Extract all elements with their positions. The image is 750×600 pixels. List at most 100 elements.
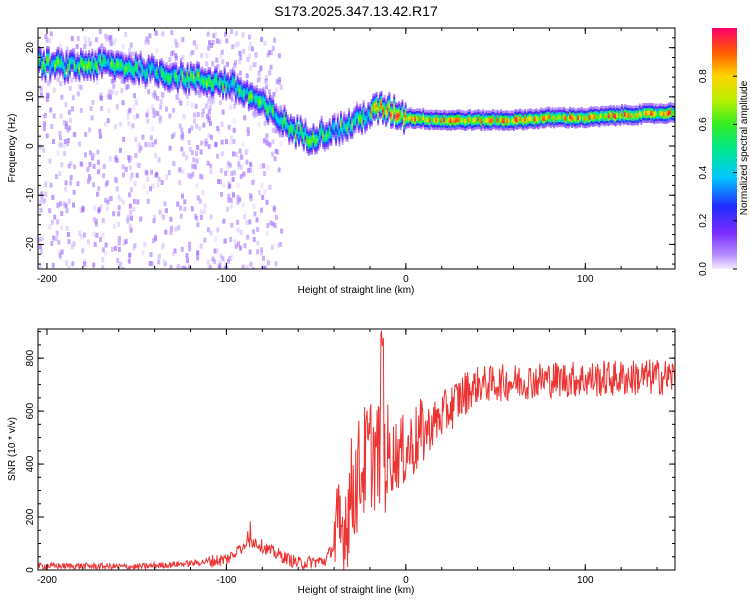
heatmap-cell: [238, 89, 241, 93]
heatmap-cell: [50, 70, 53, 74]
heatmap-cell: [244, 93, 247, 97]
heatmap-cell: [540, 110, 543, 113]
heatmap-cell: [55, 68, 58, 71]
heatmap-cell: [221, 59, 225, 65]
heatmap-cell: [238, 50, 242, 56]
heatmap-cell: [480, 123, 483, 127]
heatmap-cell: [349, 133, 352, 137]
heatmap-cell: [611, 105, 614, 109]
heatmap-cell: [385, 117, 388, 120]
heatmap-cell: [104, 197, 108, 203]
heatmap-cell: [151, 65, 153, 68]
heatmap-cell: [113, 65, 116, 68]
heatmap-cell: [236, 88, 239, 91]
heatmap-cell: [143, 75, 145, 79]
heatmap-cell: [149, 66, 152, 69]
heatmap-cell: [73, 76, 76, 79]
heatmap-cell: [270, 105, 273, 108]
heatmap-cell: [173, 64, 176, 67]
heatmap-cell: [260, 95, 263, 99]
heatmap-cell: [367, 122, 370, 125]
heatmap-cell: [435, 124, 438, 127]
heatmap-cell: [60, 63, 63, 66]
heatmap-cell: [642, 103, 644, 106]
heatmap-cell: [172, 132, 176, 138]
heatmap-cell: [126, 55, 129, 58]
heatmap-cell: [189, 71, 192, 74]
heatmap-cell: [427, 117, 430, 120]
heatmap-cell: [543, 113, 546, 116]
heatmap-cell: [251, 102, 254, 106]
heatmap-cell: [291, 133, 294, 137]
heatmap-cell: [179, 100, 183, 106]
heatmap-cell: [575, 108, 578, 112]
heatmap-cell: [356, 104, 359, 107]
heatmap-cell: [299, 137, 302, 140]
heatmap-cell: [352, 112, 355, 116]
heatmap-cell: [139, 67, 142, 71]
heatmap-cell: [427, 119, 430, 123]
heatmap-cell: [67, 78, 70, 82]
heatmap-cell: [501, 122, 504, 126]
heatmap-cell: [91, 66, 94, 69]
heatmap-cell: [227, 197, 231, 203]
heatmap-cell: [57, 47, 60, 50]
heatmap-cell: [136, 63, 139, 67]
heatmap-cell: [170, 63, 173, 67]
heatmap-cell: [259, 65, 263, 71]
heatmap-cell: [250, 46, 254, 52]
heatmap-cell: [504, 127, 507, 130]
heatmap-cell: [206, 259, 210, 265]
heatmap-cell: [428, 127, 431, 131]
heatmap-cell: [54, 69, 57, 73]
heatmap-cell: [232, 138, 236, 144]
heatmap-cell: [86, 56, 89, 59]
heatmap-cell: [556, 120, 559, 123]
heatmap-cell: [185, 80, 187, 84]
heatmap-cell: [603, 123, 606, 127]
heatmap-cell: [129, 42, 133, 48]
heatmap-cell: [411, 113, 413, 117]
heatmap-cell: [62, 54, 65, 58]
heatmap-cell: [370, 98, 373, 102]
heatmap-cell: [525, 125, 528, 128]
heatmap-cell: [424, 122, 426, 125]
heatmap-cell: [520, 124, 523, 127]
heatmap-cell: [304, 120, 307, 123]
heatmap-cell: [84, 53, 87, 56]
heatmap-cell: [39, 62, 42, 65]
heatmap-cell: [630, 110, 633, 114]
heatmap-cell: [254, 112, 258, 118]
heatmap-cell: [186, 84, 189, 87]
heatmap-cell: [141, 64, 144, 67]
heatmap-cell: [212, 95, 215, 99]
heatmap-cell: [180, 75, 183, 78]
heatmap-cell: [537, 121, 539, 125]
heatmap-cell: [627, 112, 630, 116]
heatmap-cell: [146, 78, 149, 82]
heatmap-cell: [209, 69, 212, 73]
heatmap-cell: [388, 111, 391, 115]
heatmap-cell: [554, 114, 557, 118]
heatmap-cell: [462, 115, 465, 118]
heatmap-cell: [238, 82, 241, 85]
heatmap-cell: [280, 126, 283, 130]
heatmap-cell: [280, 119, 283, 122]
heatmap-cell: [105, 64, 108, 67]
heatmap-cell: [448, 122, 451, 125]
heatmap-cell: [417, 110, 420, 114]
heatmap-cell: [407, 113, 410, 116]
heatmap-cell: [268, 117, 271, 120]
heatmap-cell: [117, 50, 120, 53]
heatmap-cell: [111, 89, 115, 95]
heatmap-cell: [551, 112, 554, 115]
heatmap-cell: [48, 158, 52, 164]
heatmap-cell: [351, 111, 354, 115]
heatmap-cell: [517, 109, 520, 112]
heatmap-cell: [265, 100, 268, 103]
heatmap-cell: [344, 128, 347, 132]
heatmap-cell: [50, 73, 53, 76]
heatmap-cell: [419, 113, 422, 117]
heatmap-cell: [71, 57, 74, 60]
heatmap-cell: [180, 72, 183, 76]
